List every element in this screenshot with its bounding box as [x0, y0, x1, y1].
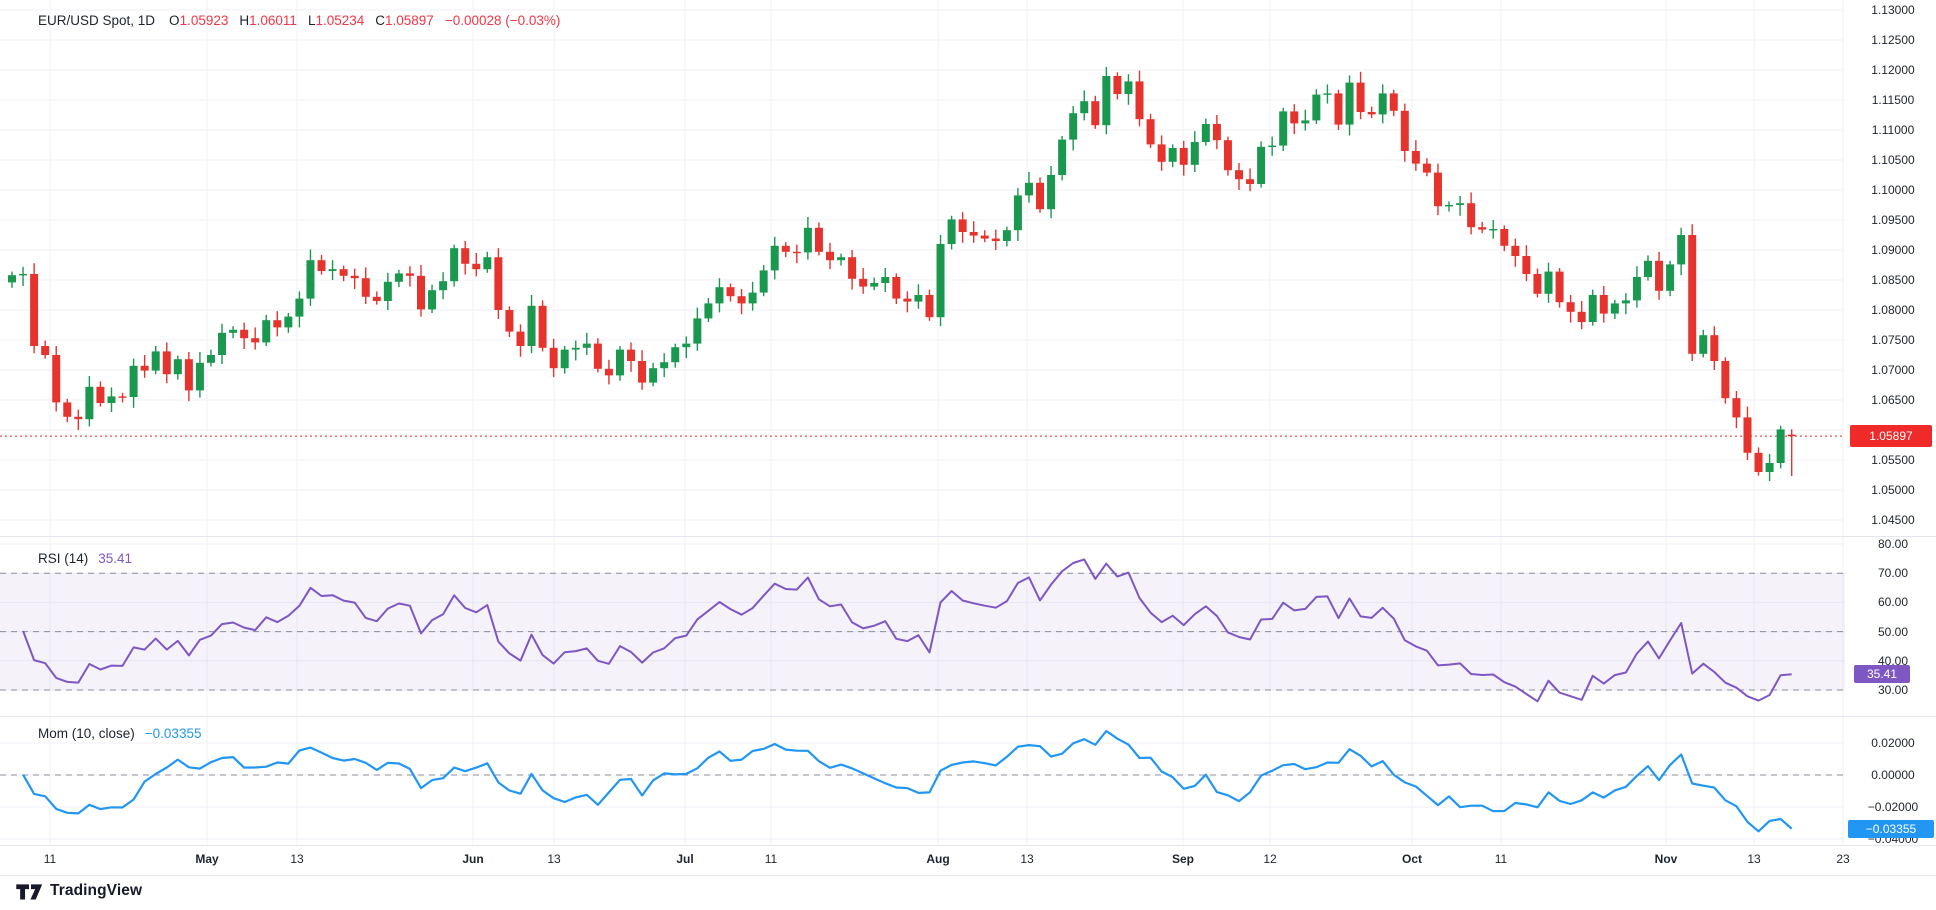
time-tick-label: 12	[1263, 852, 1277, 866]
mom-line	[22, 729, 1793, 833]
mom-tick-label: 0.00000	[1871, 768, 1915, 782]
rsi-tick-label: 80.00	[1877, 537, 1909, 551]
price-tick-label: 1.08000	[1871, 303, 1915, 317]
time-tick-label: Aug	[926, 852, 950, 866]
rsi-tick-label: 70.00	[1877, 566, 1909, 581]
rsi-tick-label: 30.00	[1877, 683, 1909, 697]
last-price-badge: 1.05897	[1850, 425, 1932, 447]
rsi-mom-separator[interactable]	[0, 716, 1936, 717]
time-tick-label: Jul	[676, 852, 694, 866]
time-tick-label: Nov	[1654, 852, 1678, 866]
time-tick-label: Sep	[1171, 852, 1195, 866]
time-tick-label: 13	[290, 852, 304, 866]
mom-value: −0.03355	[144, 726, 202, 741]
time-tick-label: 23	[1836, 852, 1850, 866]
rsi-legend[interactable]: RSI (14) 35.41	[38, 551, 132, 566]
rsi-label: RSI (14)	[38, 551, 89, 566]
price-tick-label: 1.06500	[1871, 393, 1915, 407]
price-tick-label: 1.10000	[1871, 183, 1915, 197]
price-tick-label: 1.12000	[1871, 63, 1915, 77]
symbol-title: EUR/USD Spot, 1D	[38, 13, 156, 28]
price-tick-label: 1.09000	[1871, 243, 1915, 257]
mom-legend[interactable]: Mom (10, close) −0.03355	[38, 726, 201, 741]
time-tick-label: 11	[43, 852, 57, 866]
price-tick-label: 1.05500	[1871, 453, 1915, 467]
tradingview-logo-icon	[16, 883, 43, 900]
time-axis-bottom-border	[0, 875, 1936, 876]
time-tick-label: 13	[1020, 852, 1034, 866]
price-rsi-separator[interactable]	[0, 536, 1936, 537]
price-tick-label: 1.09500	[1871, 213, 1915, 227]
tradingview-logo-text: TradingView	[50, 882, 143, 899]
time-tick-label: May	[195, 852, 219, 866]
mom-tick-label: −0.02000	[1867, 800, 1919, 814]
mom-tick-label: 0.02000	[1871, 736, 1915, 750]
price-tick-label: 1.07000	[1871, 363, 1915, 377]
time-tick-label: 13	[1747, 852, 1761, 866]
price-tick-label: 1.11500	[1871, 93, 1915, 107]
time-tick-label: 11	[764, 852, 778, 866]
mom-value-badge: −0.03355	[1848, 820, 1934, 838]
time-tick-label: Jun	[462, 852, 484, 866]
time-tick-label: 11	[1494, 852, 1508, 866]
time-axis-top-border	[0, 845, 1936, 846]
ohlc-high: H1.06011	[239, 13, 297, 28]
mom-label: Mom (10, close)	[38, 726, 135, 741]
candles-layer	[8, 67, 1796, 481]
price-tick-label: 1.13000	[1871, 3, 1915, 17]
time-tick-label: Oct	[1401, 852, 1423, 866]
price-tick-label: 1.10500	[1871, 153, 1915, 167]
rsi-line	[22, 558, 1792, 703]
rsi-tick-label: 60.00	[1877, 595, 1909, 610]
rsi-value-badge: 35.41	[1854, 665, 1910, 683]
price-tick-label: 1.11000	[1871, 123, 1915, 137]
price-tick-label: 1.08500	[1871, 273, 1915, 287]
price-tick-label: 1.07500	[1871, 333, 1915, 347]
ohlc-low: L1.05234	[307, 13, 365, 28]
rsi-tick-label: 50.00	[1877, 624, 1909, 639]
symbol-legend[interactable]: EUR/USD Spot, 1D O1.05923 H1.06011 L1.05…	[38, 13, 560, 28]
rsi-value: 35.41	[98, 551, 133, 566]
change-value: −0.00028 (−0.03%)	[444, 13, 561, 28]
price-tick-label: 1.05000	[1871, 483, 1915, 497]
tradingview-logo[interactable]: TradingView	[16, 882, 142, 900]
ohlc-close: C1.05897	[375, 13, 434, 28]
ohlc-open: O1.05923	[169, 13, 229, 28]
time-tick-label: 13	[547, 852, 561, 866]
grid-layer	[0, 0, 1845, 845]
price-tick-label: 1.12500	[1871, 33, 1915, 47]
price-tick-label: 1.04500	[1871, 513, 1915, 527]
rsi-tick-label: 40.00	[1877, 653, 1909, 668]
